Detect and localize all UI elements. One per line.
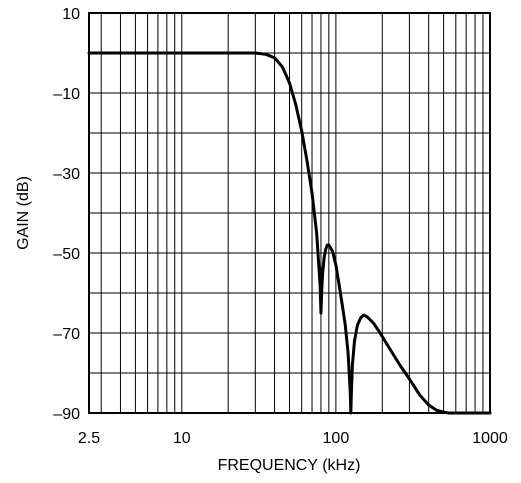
x-tick-label: 10: [173, 430, 191, 447]
y-tick-label: –50: [53, 246, 80, 263]
y-tick-label: –10: [53, 86, 80, 103]
x-tick-labels: 2.5 10 100 1000: [78, 430, 508, 447]
y-tick-label: 10: [62, 6, 80, 23]
x-axis-title: FREQUENCY (kHz): [218, 457, 361, 474]
y-tick-label: –90: [53, 406, 80, 423]
x-tick-label: 100: [323, 430, 350, 447]
gain-curve: [87, 51, 492, 415]
x-tick-label: 1000: [472, 430, 508, 447]
y-tick-label: –30: [53, 166, 80, 183]
y-tick-label: –70: [53, 326, 80, 343]
x-tick-label: 2.5: [78, 430, 100, 447]
plot-frame: [88, 12, 491, 414]
y-axis-title: GAIN (dB): [15, 176, 32, 250]
grid: [89, 13, 490, 413]
y-tick-labels: 10 –10 –30 –50 –70 –90: [53, 6, 80, 423]
